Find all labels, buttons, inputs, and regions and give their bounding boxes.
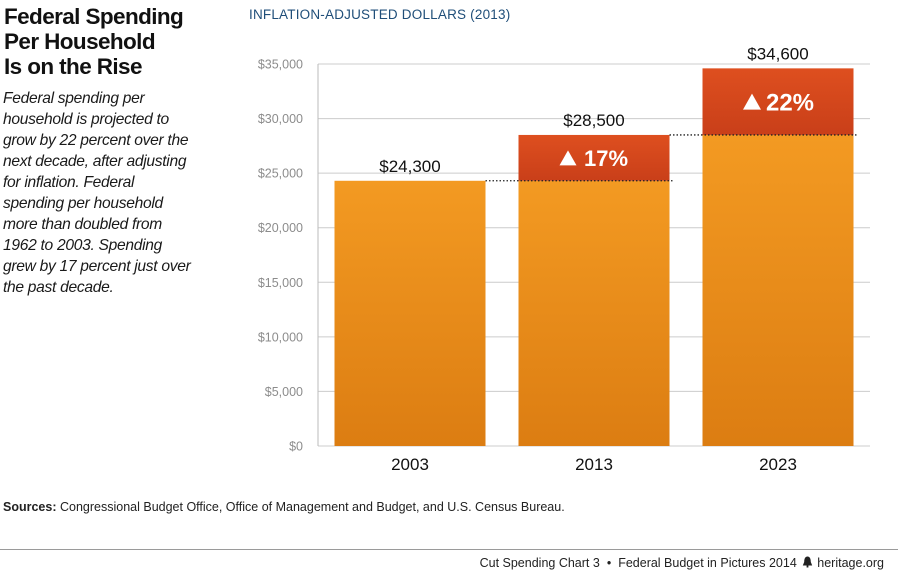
bars xyxy=(334,68,854,447)
sources-text: Congressional Budget Office, Office of M… xyxy=(56,500,565,514)
x-tick-label: 2003 xyxy=(391,455,429,474)
bar-increase-2023 xyxy=(702,68,854,135)
bar-2013 xyxy=(518,180,670,447)
y-tick-label: $30,000 xyxy=(258,112,303,126)
description-line: next decade, after adjusting xyxy=(3,153,187,170)
y-tick-label: $35,000 xyxy=(258,58,303,72)
footer-separator: • xyxy=(606,556,612,570)
bar-2003 xyxy=(334,180,486,447)
increase-label: 22% xyxy=(766,89,814,116)
footer: Cut Spending Chart 3 • Federal Budget in P… xyxy=(480,556,884,570)
description-line: 1962 to 2003. Spending xyxy=(3,237,163,254)
y-tick-label: $10,000 xyxy=(258,330,303,344)
description-line: more than doubled from xyxy=(3,216,162,233)
x-tick-label: 2023 xyxy=(759,455,797,474)
bar-increase-2013 xyxy=(518,134,670,181)
chart-subtitle: INFLATION-ADJUSTED DOLLARS (2013) xyxy=(249,7,511,22)
sources-label: Sources: xyxy=(3,500,57,514)
bar-2023 xyxy=(702,134,854,446)
description-line: Federal spending per xyxy=(3,90,145,107)
page-title: Federal Spending Per Household Is on the… xyxy=(4,4,204,79)
description-line: grew by 17 percent just over xyxy=(3,258,191,275)
increase-label: 17% xyxy=(584,146,628,171)
bar-chart: $0 $5,000 $10,000 $15,000 $20,000 $25,000 $30,… xyxy=(258,44,870,474)
value-label: $28,500 xyxy=(563,111,624,130)
labels: $24,300 2003 17% $28,500 2013 22% $34,600 2023 xyxy=(379,44,858,474)
y-tick-label: $0 xyxy=(289,440,303,454)
description-line: for inflation. Federal xyxy=(3,174,135,191)
description-line: household is projected to xyxy=(3,111,169,128)
up-triangle-icon xyxy=(743,93,761,110)
description-line: the past decade. xyxy=(3,279,114,296)
title-line: Per Household xyxy=(4,29,156,54)
chart-description: Federal spending per household is projec… xyxy=(3,88,195,298)
value-label: $34,600 xyxy=(747,44,808,63)
y-axis: $0 $5,000 $10,000 $15,000 $20,000 $25,000 $30,… xyxy=(258,58,303,454)
x-tick-label: 2013 xyxy=(575,455,613,474)
up-triangle-icon xyxy=(559,150,577,166)
title-line: Federal Spending xyxy=(4,4,184,29)
title-line: Is on the Rise xyxy=(4,54,142,79)
footer-site: heritage.org xyxy=(817,556,884,570)
footer-chart-id: Cut Spending Chart 3 xyxy=(479,556,600,570)
sources-note: Sources: Congressional Budget Office, Of… xyxy=(3,500,565,514)
y-tick-label: $15,000 xyxy=(258,276,303,290)
liberty-bell-icon xyxy=(803,556,813,568)
footer-publication: Federal Budget in Pictures 2014 xyxy=(618,556,797,570)
y-tick-label: $25,000 xyxy=(258,167,303,181)
y-tick-label: $5,000 xyxy=(265,385,303,399)
description-line: spending per household xyxy=(3,195,163,212)
footer-divider xyxy=(0,549,898,550)
value-label: $24,300 xyxy=(379,157,440,176)
description-line: grow by 22 percent over the xyxy=(3,132,189,149)
y-tick-label: $20,000 xyxy=(258,221,303,235)
